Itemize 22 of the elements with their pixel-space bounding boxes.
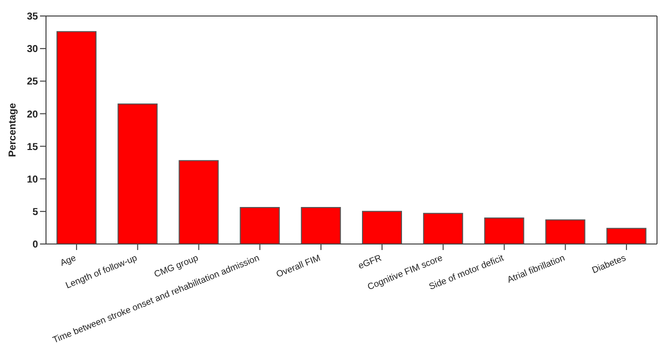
y-tick-label: 20 [26,109,38,120]
x-tick-label: Age [58,252,78,268]
y-tick-label: 35 [26,12,38,23]
bar [484,217,524,244]
x-tick-label: eGFR [356,252,384,271]
bar [423,212,464,244]
y-tick-label: 25 [26,76,38,88]
y-tick-label: 0 [32,240,38,251]
bar [118,103,158,244]
x-tick-label: CMG group [152,252,200,280]
y-tick-label: 15 [26,142,38,153]
y-tick-label: 5 [32,206,38,218]
y-tick-label: 30 [26,44,38,56]
y-tick-label: 10 [26,174,38,186]
bar [362,210,402,244]
y-axis-title: Percentage [8,102,19,157]
bar [545,219,586,244]
bar [606,228,646,244]
bar [240,207,280,244]
bar [300,207,341,244]
bar [178,160,219,244]
bar [56,31,96,244]
